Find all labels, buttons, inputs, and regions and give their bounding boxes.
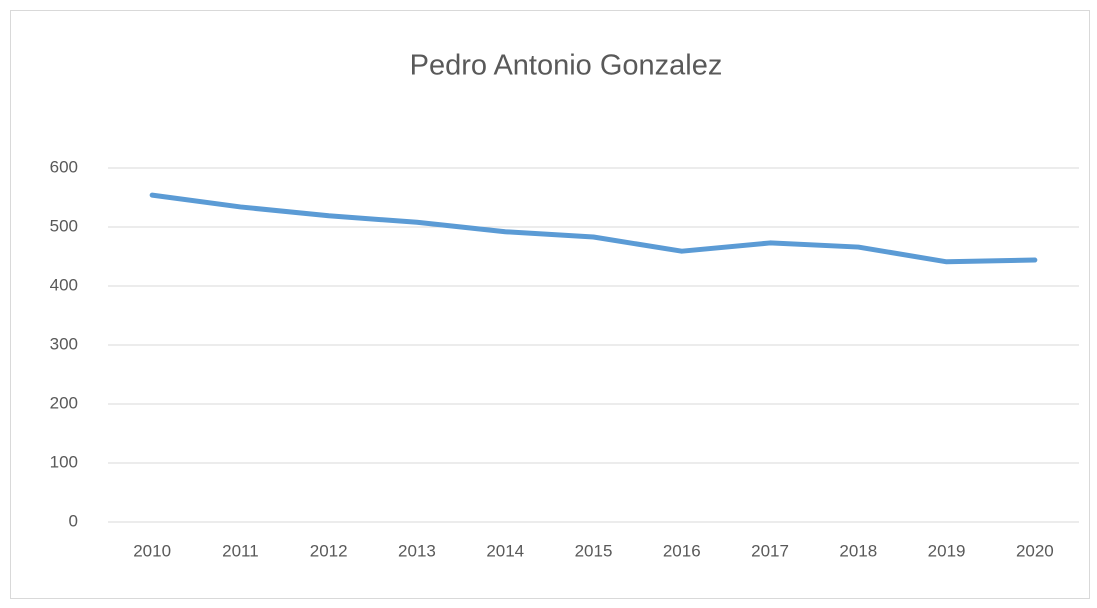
x-tick-label: 2017 (751, 541, 789, 560)
y-tick-label: 600 (50, 157, 78, 176)
y-tick-label: 200 (50, 393, 78, 412)
x-tick-label: 2019 (928, 541, 966, 560)
x-tick-label: 2015 (575, 541, 613, 560)
x-tick-label: 2020 (1016, 541, 1054, 560)
x-tick-label: 2010 (133, 541, 171, 560)
line-series (149, 192, 1038, 265)
x-tick-label: 2018 (839, 541, 877, 560)
y-tick-label: 300 (50, 334, 78, 353)
y-tick-label: 500 (50, 216, 78, 235)
x-tick-label: 2011 (222, 541, 259, 560)
y-tick-label: 0 (69, 511, 78, 530)
chart-border (10, 10, 1090, 599)
x-tick-label: 2012 (310, 541, 348, 560)
x-tick-label: 2014 (486, 541, 524, 560)
x-tick-label: 2016 (663, 541, 701, 560)
chart-title: Pedro Antonio Gonzalez (410, 50, 723, 82)
y-tick-label: 100 (50, 452, 78, 471)
y-tick-label: 400 (50, 275, 78, 294)
x-tick-label: 2013 (398, 541, 436, 560)
